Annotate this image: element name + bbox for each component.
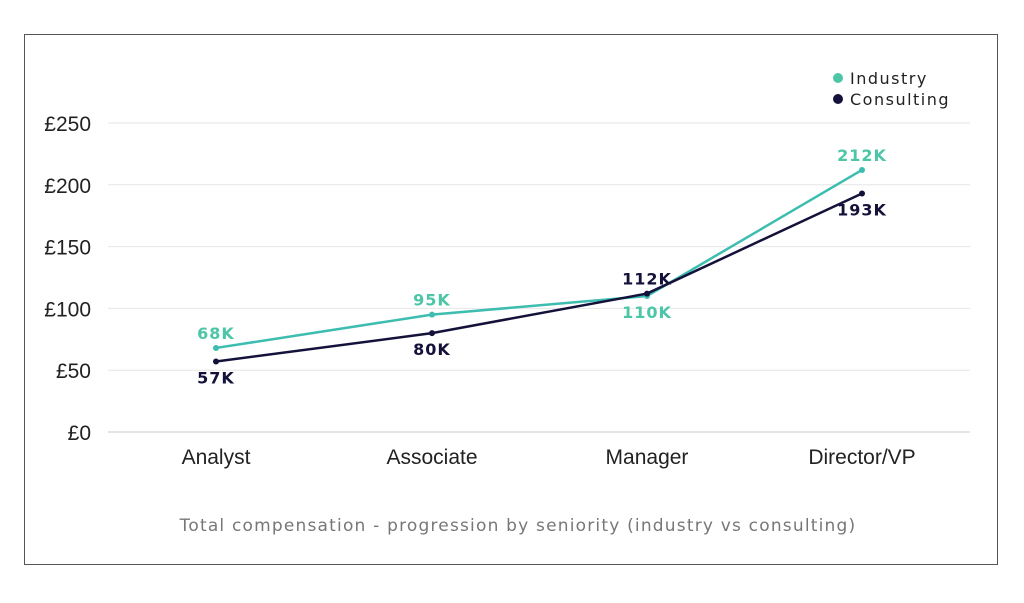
- series-lines: [213, 166, 865, 365]
- legend-marker-industry: [833, 73, 843, 83]
- x-tick-label: Manager: [606, 446, 689, 469]
- data-label-industry: 212K: [837, 146, 887, 165]
- series-line-consulting: [215, 192, 863, 363]
- data-label-industry: 95K: [413, 291, 451, 310]
- data-point-industry: [859, 166, 865, 173]
- x-axis-ticks: Analyst Associate Manager Director/VP: [182, 446, 916, 469]
- y-tick-label: £100: [44, 298, 91, 321]
- x-tick-label: Associate: [386, 446, 477, 469]
- x-tick-label: Director/VP: [808, 446, 915, 469]
- data-label-consulting: 112K: [622, 270, 672, 289]
- legend-marker-consulting: [833, 94, 843, 104]
- data-label-industry: 110K: [622, 303, 672, 322]
- data-point-consulting: [213, 358, 219, 365]
- y-axis-ticks: £0 £50 £100 £150 £200 £250: [44, 113, 91, 445]
- data-point-consulting: [859, 190, 865, 197]
- series-line-industry: [215, 168, 863, 350]
- data-point-consulting: [644, 290, 650, 297]
- data-point-industry: [213, 344, 219, 351]
- data-label-consulting: 193K: [837, 200, 887, 219]
- gridlines: [108, 122, 970, 433]
- legend: Industry Consulting: [833, 69, 950, 109]
- y-tick-label: £0: [68, 422, 91, 445]
- x-tick-label: Analyst: [182, 446, 251, 469]
- data-point-industry: [429, 311, 435, 318]
- y-tick-label: £150: [44, 237, 91, 260]
- y-tick-label: £50: [56, 360, 91, 383]
- data-point-consulting: [429, 330, 435, 337]
- legend-label-consulting: Consulting: [850, 90, 950, 109]
- data-label-industry: 68K: [197, 324, 235, 343]
- data-label-consulting: 80K: [413, 340, 451, 359]
- y-tick-label: £250: [44, 113, 91, 136]
- chart-caption: Total compensation - progression by seni…: [179, 516, 857, 536]
- data-label-consulting: 57K: [197, 369, 235, 388]
- y-tick-label: £200: [44, 175, 91, 198]
- data-labels: 68K 57K 95K 80K 110K 112K 212K 193K: [197, 146, 887, 388]
- legend-label-industry: Industry: [850, 69, 928, 88]
